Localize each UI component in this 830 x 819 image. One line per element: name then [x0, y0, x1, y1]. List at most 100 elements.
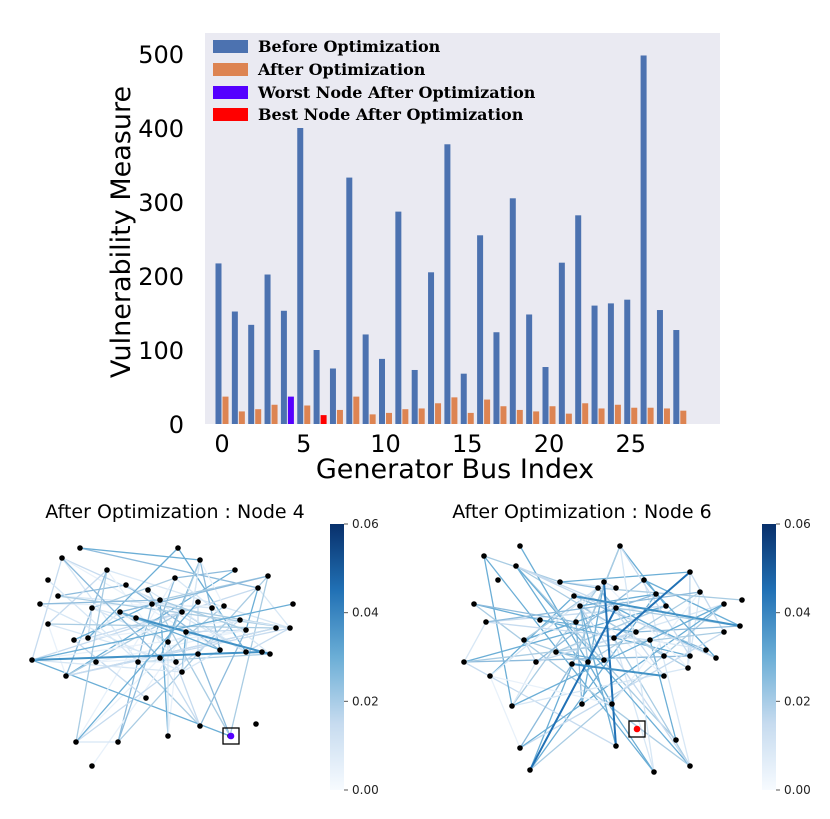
network-node-4-edge	[31, 603, 294, 661]
network-node-4-edge	[159, 657, 201, 727]
network-node-6-node	[569, 661, 575, 667]
bar-after-11	[402, 409, 409, 424]
bar-after-19	[533, 411, 540, 424]
network-node-4-node	[237, 617, 243, 623]
bar-before-23	[591, 305, 598, 424]
network-node-6-node	[481, 553, 487, 559]
colorbar-node-4-ticklabel-1: 0.02	[352, 694, 379, 708]
network-node-6-edge	[463, 621, 487, 663]
network-node-6-edge	[485, 621, 651, 641]
network-node-6-node	[585, 659, 591, 665]
network-node-4-edge	[47, 623, 67, 677]
network-node-6-node	[613, 585, 619, 591]
network-node-4-edge	[199, 559, 225, 607]
bar-after-14	[451, 397, 458, 424]
bar-before-21	[558, 262, 565, 424]
bar-before-0	[215, 263, 222, 424]
network-node-6-edge	[519, 631, 725, 749]
bar-worst-node-4	[287, 396, 294, 424]
bar-before-13	[428, 272, 435, 424]
network-node-6-node	[601, 657, 607, 663]
y-tick-0: 0	[169, 411, 184, 439]
bar-before-28	[673, 330, 680, 424]
network-node-4-edge	[57, 595, 291, 629]
network-node-6-node	[571, 593, 577, 599]
x-tick-labels: 0 5 10 15 20 25	[214, 430, 646, 458]
network-node-6-edge	[485, 591, 701, 623]
network-node-4-node	[115, 739, 121, 745]
bars-group	[215, 55, 687, 424]
bar-before-19	[526, 314, 533, 424]
network-node-6-edge	[473, 603, 691, 657]
bar-before-17	[493, 332, 500, 424]
network-node-6-edge	[511, 603, 725, 707]
bar-after-27	[663, 408, 670, 424]
network-node-6-edge	[611, 591, 701, 705]
network-node-6-node	[687, 763, 693, 769]
bar-after-17	[500, 406, 507, 424]
x-tick-15: 15	[452, 430, 483, 458]
network-node-6-edge	[613, 637, 655, 773]
colorbar-node-6-ticklabel-0: 0.00	[784, 783, 811, 797]
network-node-6-edge	[483, 555, 655, 773]
network-title-node-4: After Optimization : Node 4	[45, 501, 304, 523]
network-node-6-node	[579, 701, 585, 707]
bar-best-node-6	[320, 415, 327, 424]
network-node-6-node	[611, 635, 617, 641]
bar-after-1	[238, 411, 245, 424]
network-node-6-node	[721, 601, 727, 607]
network-node-4-edge	[137, 661, 201, 727]
colorbar-ticks-node-4: 0.00 0.02 0.04 0.06	[344, 517, 379, 797]
network-node-4-node	[221, 603, 227, 609]
legend-label-best: Best Node After Optimization	[258, 105, 524, 124]
bar-after-23	[598, 408, 605, 424]
bar-after-26	[647, 407, 654, 424]
network-node-6-edge	[613, 637, 691, 767]
colorbar-node-6-ticklabel-2: 0.04	[784, 606, 811, 620]
network-node-4-node	[175, 545, 181, 551]
network-node-4-edge	[31, 651, 263, 661]
bar-before-16	[477, 235, 484, 424]
network-node-4-node	[209, 605, 215, 611]
network-node-6-edge	[597, 587, 743, 601]
network-node-4-edge	[75, 569, 108, 743]
x-axis-label: Generator Bus Index	[316, 454, 594, 485]
network-node-6-node	[495, 577, 501, 583]
network-node-6-node	[661, 673, 667, 679]
network-node-6-edge	[559, 581, 599, 589]
x-tick-5: 5	[296, 430, 311, 458]
x-tick-0: 0	[214, 430, 229, 458]
network-node-6-node	[687, 569, 693, 575]
network-node-4-highlight-node	[227, 732, 235, 740]
legend-swatch-best	[213, 108, 248, 121]
network-node-4-edge	[79, 547, 201, 561]
network-node-6-edge	[519, 663, 573, 749]
legend: Before Optimization After Optimization W…	[213, 37, 536, 124]
network-node-4-edge	[174, 569, 236, 579]
network-node-6-node	[487, 673, 493, 679]
network-node-6-node	[513, 563, 519, 569]
bar-after-24	[614, 404, 621, 424]
network-node-6-node	[527, 767, 533, 773]
network-node-6-node	[537, 617, 543, 623]
network-node-6-node	[557, 579, 563, 585]
network-node-6-edge	[519, 545, 613, 705]
network-node-4-edge	[75, 601, 199, 743]
network-node-4-edge	[87, 547, 179, 639]
network-node-4-node	[243, 649, 249, 655]
network-node-6-node	[471, 601, 477, 607]
network-node-4-node	[195, 651, 201, 657]
network-node-6-edge	[581, 581, 605, 705]
colorbar-node-6-ticklabel-1: 0.02	[784, 694, 811, 708]
legend-label-after: After Optimization	[257, 60, 426, 79]
network-node-4-node	[45, 577, 51, 583]
network-node-4-node	[267, 651, 273, 657]
network-node-4-node	[145, 587, 151, 593]
network-node-4-edge	[117, 603, 153, 743]
network-node-4-node	[273, 625, 279, 631]
y-tick-labels: 0 100 200 300 400 500	[138, 41, 184, 439]
network-node-4-node	[143, 695, 149, 701]
network-node-4-node	[232, 567, 238, 573]
network-node-6-node	[653, 591, 659, 597]
network-node-6-edge	[603, 581, 689, 669]
